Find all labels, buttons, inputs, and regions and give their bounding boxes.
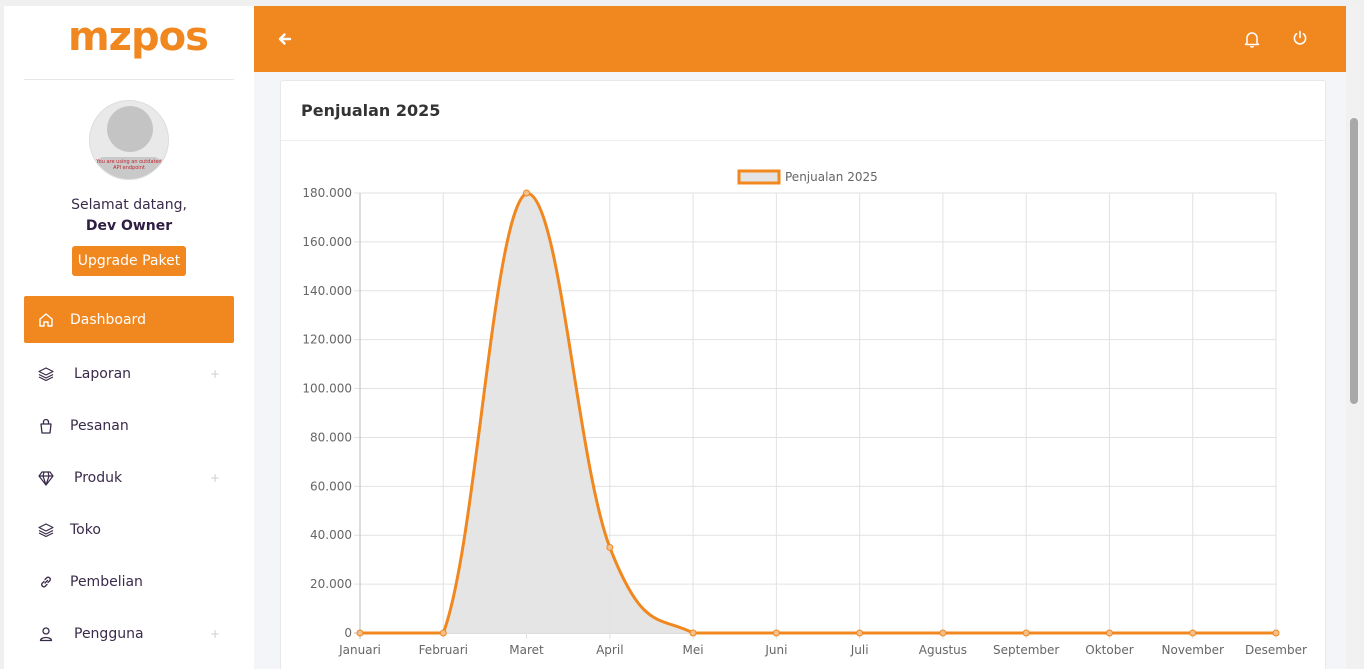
data-point bbox=[523, 189, 531, 197]
sales-chart[interactable]: 0 20.000 40.000 60.000 80.000 100.000 120.000 1… bbox=[281, 141, 1327, 669]
y-tick-label: 120.000 bbox=[302, 333, 352, 347]
user-icon bbox=[38, 626, 54, 642]
brand-logo[interactable]: mzpos bbox=[68, 14, 209, 60]
data-point bbox=[856, 629, 864, 637]
data-point bbox=[1272, 629, 1280, 637]
arrow-left-icon[interactable] bbox=[276, 30, 294, 48]
sidebar-item-label: Dashboard bbox=[70, 311, 146, 328]
data-point bbox=[1189, 629, 1197, 637]
legend-label: Penjualan 2025 bbox=[785, 170, 878, 184]
upgrade-button[interactable]: Upgrade Paket bbox=[72, 246, 186, 276]
top-bar bbox=[254, 6, 1346, 72]
y-tick-label: 0 bbox=[344, 626, 352, 640]
y-tick-label: 60.000 bbox=[310, 479, 352, 493]
sidebar-item-label: Pesanan bbox=[70, 418, 129, 434]
data-point bbox=[606, 543, 614, 551]
data-point bbox=[1105, 629, 1113, 637]
sidebar-nav: Dashboard Laporan + Pesanan Produk bbox=[24, 296, 234, 660]
divider bbox=[281, 140, 1327, 141]
user-name: Dev Owner bbox=[85, 218, 173, 234]
data-point bbox=[1022, 629, 1030, 637]
sidebar-item-label: Produk bbox=[74, 470, 123, 486]
sidebar-item-pesanan[interactable]: Pesanan bbox=[24, 400, 234, 452]
x-tick-label: Januari bbox=[338, 643, 381, 657]
sales-card: Penjualan 2025 0 20.000 40.000 60.000 80.000… bbox=[280, 80, 1327, 669]
avatar-notice: You are using an outdated API endpoint bbox=[96, 157, 162, 179]
layers-icon bbox=[38, 366, 54, 382]
y-tick-label: 40.000 bbox=[310, 528, 352, 542]
sidebar-item-dashboard[interactable]: Dashboard bbox=[24, 296, 234, 343]
link-icon bbox=[38, 574, 54, 590]
x-tick-label: Agustus bbox=[919, 643, 967, 657]
divider bbox=[24, 79, 234, 80]
avatar-head bbox=[107, 106, 153, 152]
series-line bbox=[359, 191, 1276, 635]
sidebar-item-label: Laporan bbox=[74, 366, 132, 382]
scrollbar[interactable] bbox=[1346, 6, 1360, 669]
x-tick-label: Desember bbox=[1245, 643, 1307, 657]
power-icon[interactable] bbox=[1292, 30, 1308, 46]
x-tick-label: Juli bbox=[850, 643, 869, 657]
x-tick-label: Mei bbox=[683, 643, 704, 657]
expand-icon[interactable]: + bbox=[209, 627, 220, 641]
app-frame: mzpos You are using an outdated API endp… bbox=[4, 6, 1346, 669]
legend-swatch bbox=[737, 169, 781, 185]
expand-icon[interactable]: + bbox=[209, 471, 220, 485]
x-tick-label: Oktober bbox=[1085, 643, 1133, 657]
y-tick-label: 140.000 bbox=[302, 284, 352, 298]
sidebar-item-toko[interactable]: Toko bbox=[24, 504, 234, 556]
sidebar-item-pembelian[interactable]: Pembelian bbox=[24, 556, 234, 608]
sidebar-item-label: Pengguna bbox=[74, 626, 144, 642]
sidebar-item-pengguna[interactable]: Pengguna + bbox=[24, 608, 234, 660]
expand-icon[interactable]: + bbox=[209, 367, 220, 381]
x-tick-label: April bbox=[596, 643, 623, 657]
welcome-text: Selamat datang, bbox=[71, 197, 187, 213]
x-tick-label: Februari bbox=[419, 643, 468, 657]
home-icon bbox=[38, 312, 54, 328]
y-tick-label: 20.000 bbox=[310, 577, 352, 591]
series-area bbox=[360, 193, 1276, 633]
data-point bbox=[439, 629, 447, 637]
scrollbar-thumb[interactable] bbox=[1350, 118, 1358, 404]
y-tick-label: 160.000 bbox=[302, 235, 352, 249]
data-point bbox=[689, 629, 697, 637]
data-point bbox=[939, 629, 947, 637]
y-tick-label: 180.000 bbox=[302, 186, 352, 200]
y-tick-label: 80.000 bbox=[310, 430, 352, 444]
data-point bbox=[356, 629, 364, 637]
avatar[interactable]: You are using an outdated API endpoint bbox=[89, 100, 169, 180]
sidebar-item-label: Toko bbox=[70, 522, 101, 538]
sidebar-item-produk[interactable]: Produk + bbox=[24, 452, 234, 504]
sidebar: mzpos You are using an outdated API endp… bbox=[4, 6, 254, 669]
diamond-icon bbox=[38, 470, 54, 486]
bell-icon[interactable] bbox=[1244, 30, 1260, 48]
x-tick-label: Juni bbox=[764, 643, 787, 657]
x-tick-label: November bbox=[1162, 643, 1224, 657]
sidebar-item-laporan[interactable]: Laporan + bbox=[24, 348, 234, 400]
data-point bbox=[772, 629, 780, 637]
x-tick-label: Maret bbox=[509, 643, 544, 657]
layers-icon bbox=[38, 522, 54, 538]
shopping-bag-icon bbox=[38, 418, 54, 434]
sidebar-item-label: Pembelian bbox=[70, 574, 143, 590]
y-tick-label: 100.000 bbox=[302, 382, 352, 396]
card-title: Penjualan 2025 bbox=[301, 101, 441, 120]
x-tick-label: September bbox=[993, 643, 1059, 657]
